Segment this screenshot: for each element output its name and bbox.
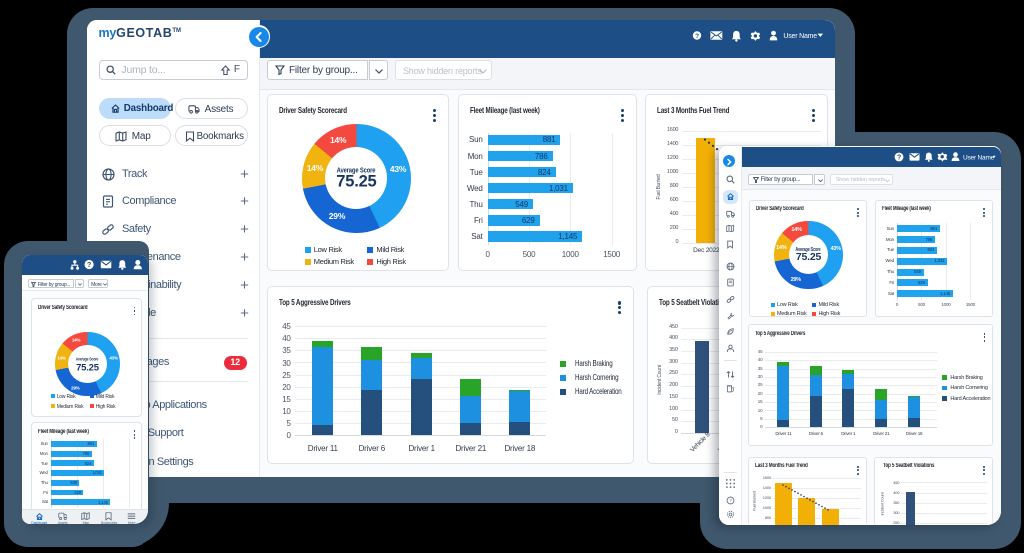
svg-text:?: ? — [695, 33, 699, 40]
svg-text:User Name: User Name — [783, 33, 817, 40]
svg-text:?: ? — [897, 155, 901, 162]
svg-text:User Name: User Name — [963, 155, 995, 162]
svg-text:?: ? — [729, 498, 732, 504]
svg-text:?: ? — [87, 263, 91, 270]
